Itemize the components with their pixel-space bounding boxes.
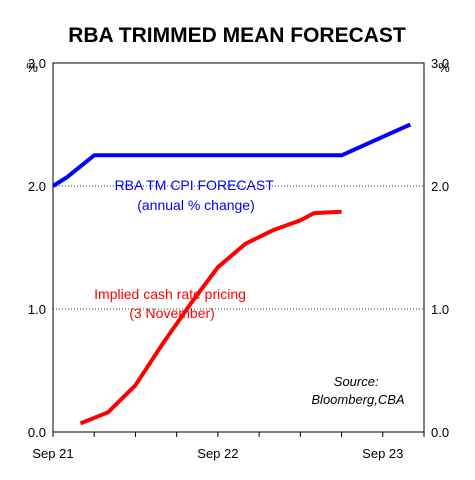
series-label-cash-rate-line-1: Implied cash rate pricing	[94, 286, 246, 302]
source-note-line-1: Source:	[334, 374, 379, 389]
x-tick-label-1: Sep 22	[197, 446, 238, 461]
source-note-line-2: Bloomberg,CBA	[311, 392, 404, 407]
y-unit-left: %	[26, 60, 38, 75]
x-tick-label-0: Sep 21	[32, 446, 73, 461]
plot-frame	[52, 62, 425, 433]
series-label-cash-rate: Implied cash rate pricing (3 November)	[94, 286, 250, 321]
y-tick-right-2: 2.0	[431, 179, 449, 194]
y-tick-left-1: 1.0	[28, 302, 46, 317]
chart-title: RBA TRIMMED MEAN FORECAST	[68, 24, 406, 47]
x-tick-label-2: Sep 23	[362, 446, 403, 461]
y-tick-left-0: 0.0	[28, 425, 46, 440]
y-tick-left-3: 3.0	[28, 56, 46, 71]
source-note: Source: Bloomberg,CBA	[311, 374, 404, 407]
series-line-1	[79, 209, 342, 426]
y-tick-right-3: 3.0	[431, 56, 449, 71]
series-label-rba-tm: RBA TM CPI FORECAST (annual % change)	[115, 177, 278, 213]
y-tick-right-0: 0.0	[431, 425, 449, 440]
y-unit-right: %	[438, 60, 450, 75]
series-line-0	[51, 122, 412, 188]
series-label-rba-tm-line-2: (annual % change)	[137, 197, 255, 213]
series-label-rba-tm-line-1: RBA TM CPI FORECAST	[115, 177, 275, 193]
y-tick-left-2: 2.0	[28, 179, 46, 194]
y-tick-right-1: 1.0	[431, 302, 449, 317]
series-label-cash-rate-line-2: (3 November)	[129, 305, 215, 321]
